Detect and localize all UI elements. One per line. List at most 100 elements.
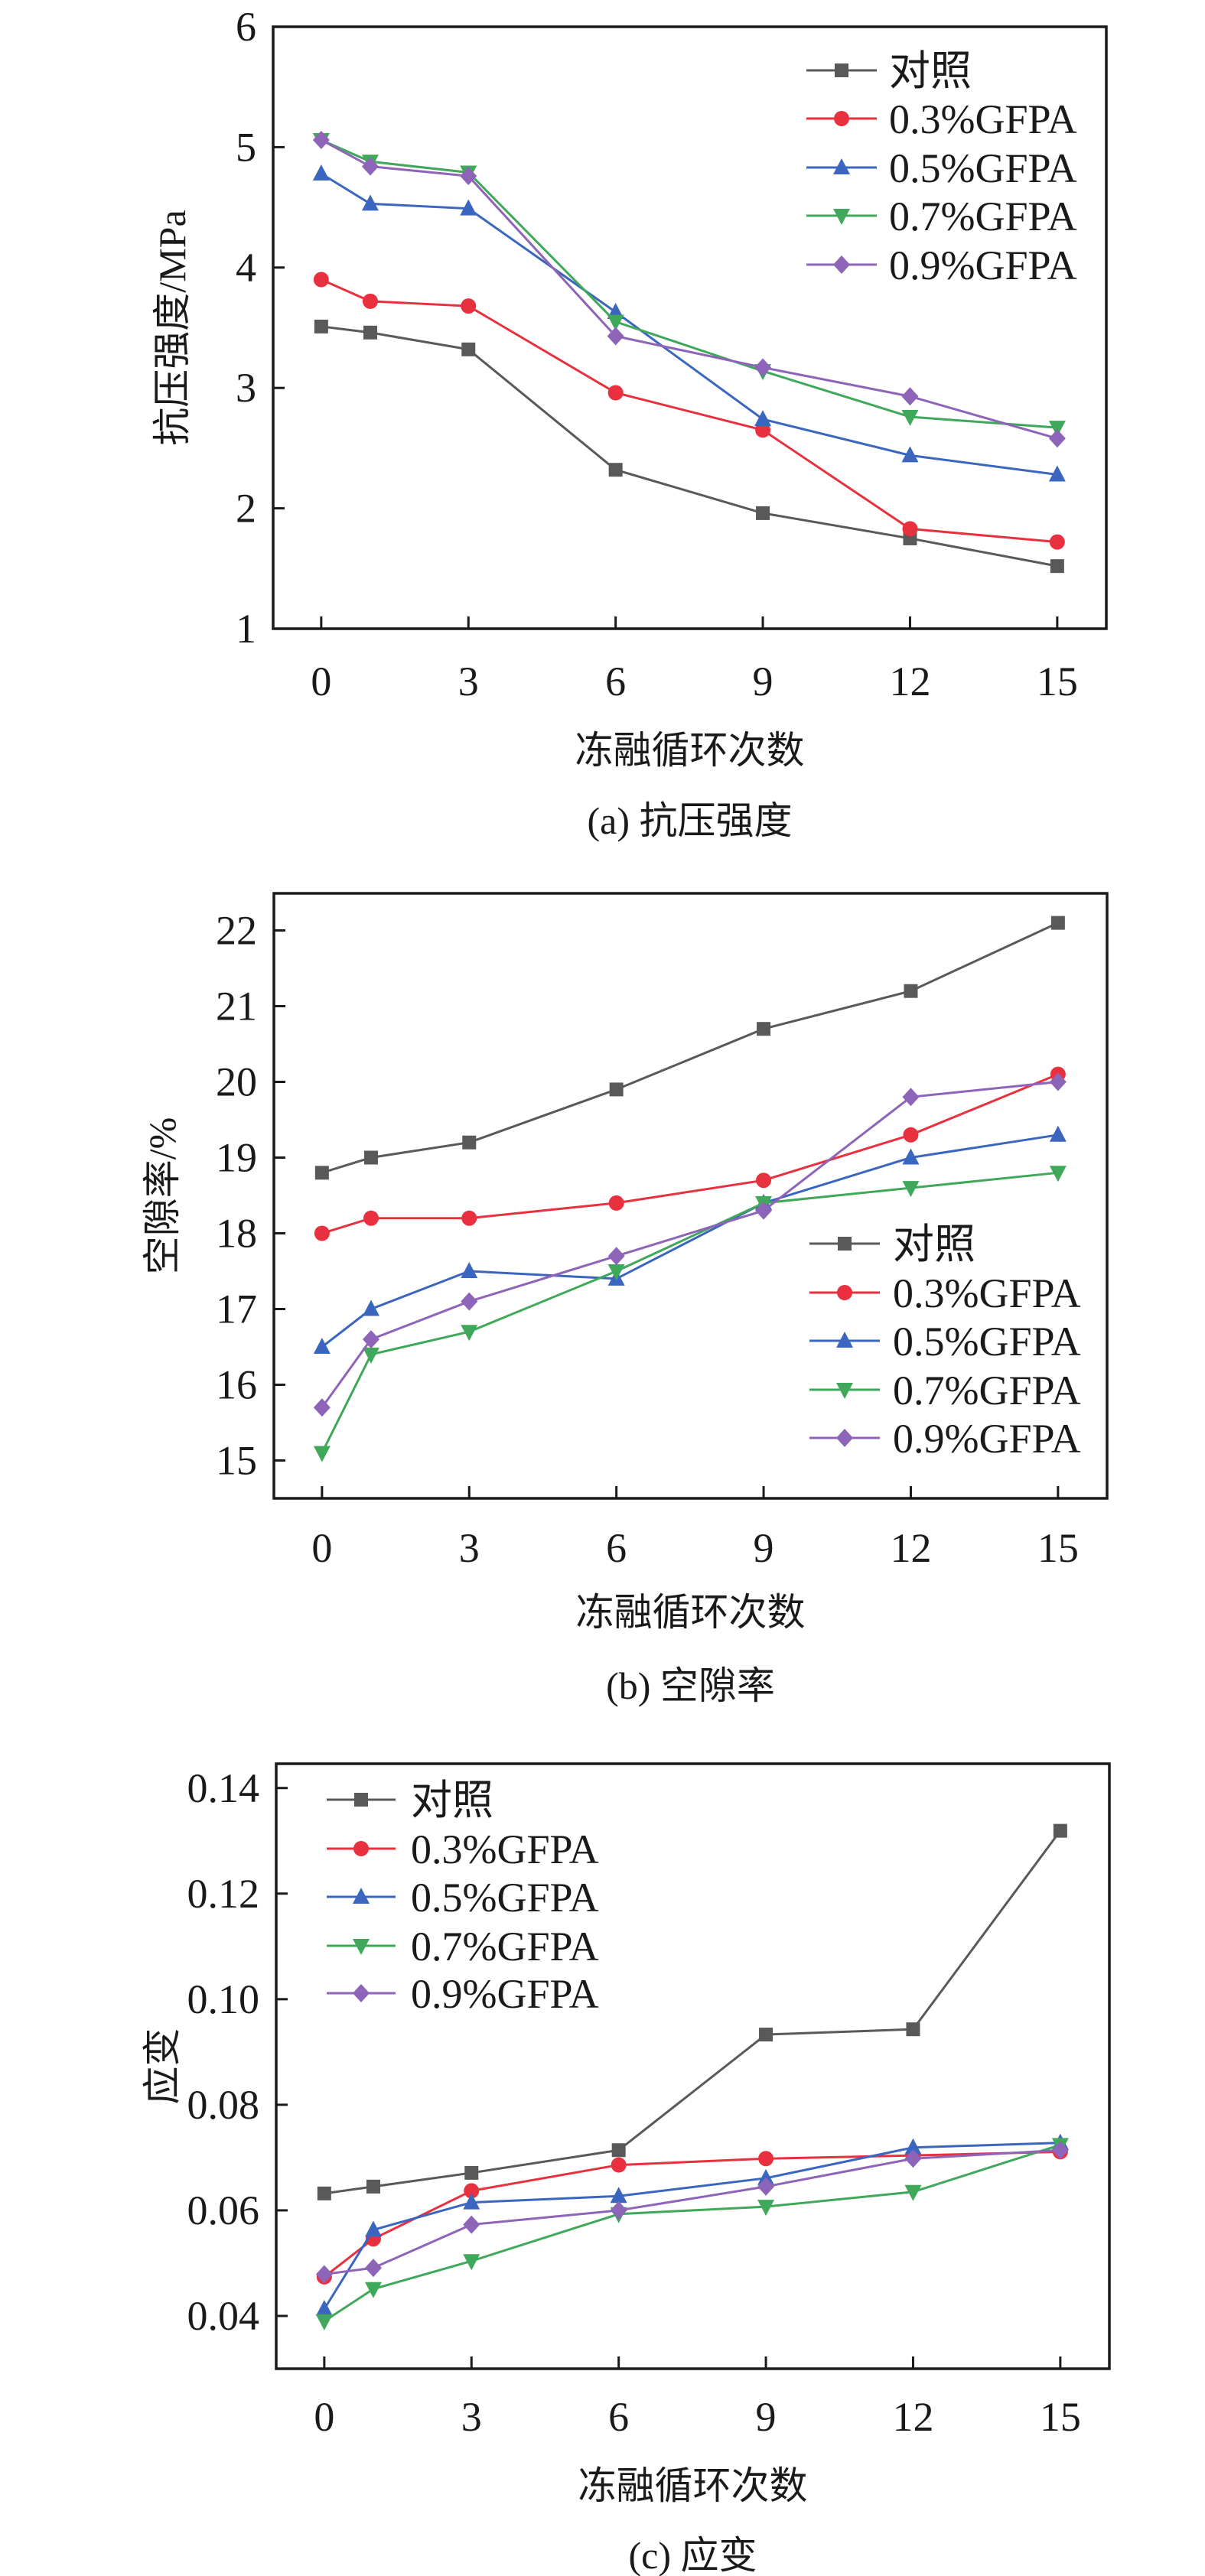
- data-point: [901, 409, 919, 426]
- legend-label: 0.7%GFPA: [411, 1924, 599, 1969]
- data-point: [1048, 429, 1066, 448]
- data-point: [755, 1201, 773, 1220]
- legend-label: 0.5%GFPA: [893, 1319, 1081, 1364]
- data-point: [313, 1446, 331, 1462]
- x-tick-label: 0: [311, 659, 331, 704]
- data-point: [904, 2138, 922, 2155]
- legend-item: 0.3%GFPA: [327, 1826, 599, 1872]
- data-point: [463, 2254, 480, 2271]
- chart-caption: (c) 应变: [629, 2534, 757, 2576]
- legend-marker-icon: [834, 111, 849, 126]
- data-point: [1053, 1823, 1067, 1838]
- data-point: [1051, 2141, 1069, 2160]
- data-point: [463, 2215, 480, 2234]
- data-point: [757, 2200, 775, 2217]
- data-point: [902, 1148, 920, 1165]
- series-line: [321, 1073, 1059, 1234]
- y-tick-label: 5: [236, 124, 256, 170]
- legend-marker-icon: [353, 1841, 369, 1856]
- data-point: [460, 167, 477, 186]
- data-point: [608, 463, 623, 477]
- series-line: [321, 922, 1059, 1174]
- data-point: [904, 2149, 922, 2168]
- data-point: [463, 2193, 480, 2210]
- y-tick-label: 0.04: [187, 2293, 260, 2339]
- data-point: [363, 1210, 379, 1226]
- legend-label: 0.5%GFPA: [889, 145, 1077, 191]
- data-point: [315, 2300, 333, 2317]
- data-point: [755, 422, 771, 438]
- y-tick-label: 2: [236, 486, 256, 532]
- data-point: [460, 199, 477, 216]
- x-tick-label: 12: [892, 2394, 933, 2440]
- data-point: [312, 130, 330, 149]
- legend-item: 对照: [806, 48, 972, 94]
- legend-label: 0.7%GFPA: [889, 194, 1077, 239]
- y-axis-label: 抗压强度/MPa: [151, 210, 194, 445]
- legend-label: 0.3%GFPA: [893, 1270, 1081, 1316]
- x-tick-label: 15: [1040, 2394, 1081, 2440]
- legend-item: 0.9%GFPA: [327, 1971, 599, 2017]
- legend-marker-icon: [833, 158, 850, 174]
- data-point: [364, 2259, 382, 2278]
- data-point: [906, 2022, 920, 2037]
- data-point: [317, 2186, 331, 2200]
- legend-label: 对照: [411, 1778, 493, 1823]
- data-point: [607, 314, 624, 331]
- data-point: [611, 2157, 627, 2173]
- series-0.9%GFPA: [312, 130, 1066, 448]
- data-point: [610, 2187, 627, 2204]
- data-point: [312, 164, 330, 181]
- data-point: [363, 325, 377, 340]
- data-point: [1048, 465, 1066, 482]
- data-point: [607, 1264, 625, 1281]
- chart-caption: (a) 抗压强度: [588, 799, 793, 842]
- legend-marker-icon: [833, 255, 850, 274]
- data-point: [758, 2151, 774, 2167]
- legend-label: 0.9%GFPA: [893, 1416, 1081, 1462]
- data-point: [903, 1127, 919, 1143]
- data-point: [313, 1398, 331, 1417]
- data-point: [904, 2184, 922, 2201]
- series-line: [321, 278, 1058, 544]
- data-point: [1049, 1125, 1067, 1142]
- x-tick-label: 0: [311, 1525, 332, 1571]
- legend-label: 0.9%GFPA: [889, 242, 1077, 288]
- data-point: [314, 1166, 329, 1180]
- data-point: [608, 1195, 624, 1211]
- data-point: [315, 2314, 333, 2330]
- legend-item: 0.3%GFPA: [809, 1270, 1081, 1316]
- data-point: [361, 157, 379, 176]
- x-tick-label: 9: [753, 659, 773, 704]
- y-tick-label: 16: [216, 1362, 257, 1408]
- data-point: [1050, 559, 1064, 574]
- data-point: [609, 1082, 624, 1097]
- data-point: [1049, 1072, 1067, 1091]
- series-对照: [317, 1823, 1067, 2200]
- y-tick-label: 3: [236, 365, 256, 411]
- legend-label: 对照: [893, 1221, 975, 1267]
- data-point: [902, 1181, 920, 1198]
- data-point: [314, 1225, 330, 1241]
- data-point: [1049, 534, 1065, 550]
- data-point: [611, 2143, 626, 2158]
- y-tick-label: 4: [236, 245, 256, 291]
- legend-item: 0.7%GFPA: [809, 1368, 1081, 1413]
- legend-marker-icon: [354, 1793, 368, 1807]
- data-point: [902, 1088, 920, 1107]
- x-tick-label: 6: [608, 2394, 629, 2440]
- y-tick-label: 20: [216, 1059, 257, 1105]
- data-point: [461, 342, 476, 356]
- legend-item: 0.9%GFPA: [806, 242, 1077, 288]
- series-0.9%GFPA: [313, 1072, 1067, 1417]
- legend-marker-icon: [833, 209, 850, 225]
- y-tick-label: 17: [216, 1286, 257, 1332]
- legend-item: 0.5%GFPA: [809, 1319, 1081, 1364]
- series-0.3%GFPA: [313, 272, 1065, 550]
- data-point: [756, 1173, 772, 1189]
- data-point: [313, 272, 329, 288]
- y-axis-label: 空隙率/%: [141, 1117, 184, 1275]
- data-point: [461, 1262, 478, 1279]
